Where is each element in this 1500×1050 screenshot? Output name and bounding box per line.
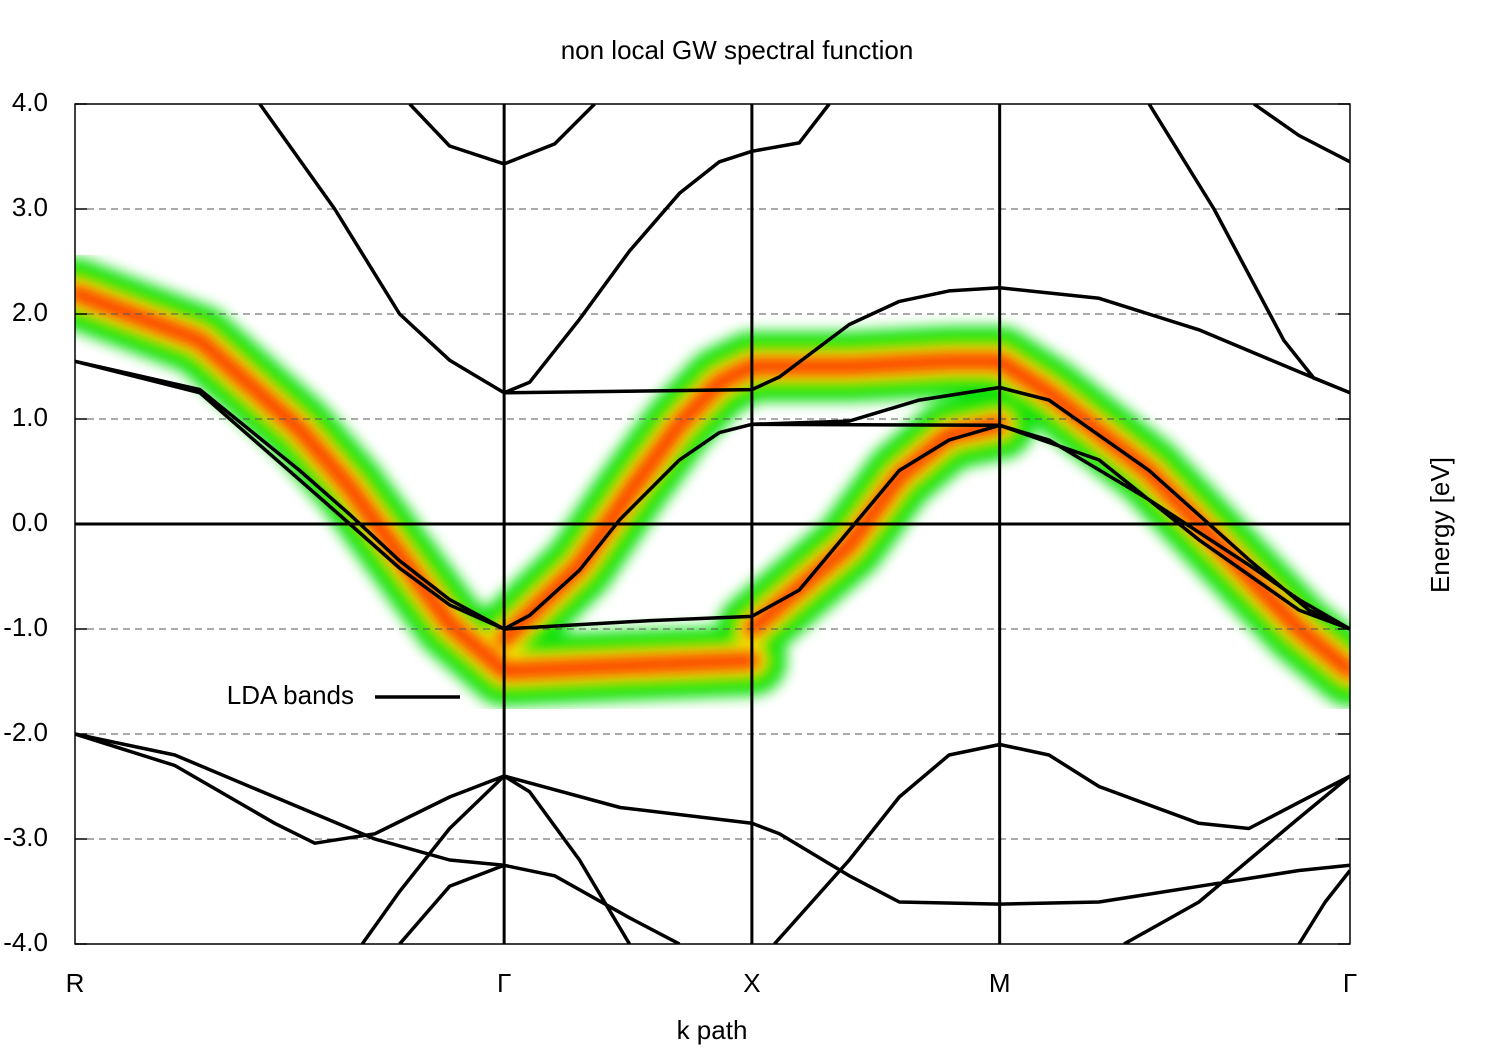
y-tick-label: 3.0 (12, 192, 48, 222)
spectral-band (75, 285, 1350, 679)
grid (75, 103, 1350, 945)
x-tick-label: M (989, 968, 1011, 998)
legend: LDA bands (227, 680, 460, 710)
chart-title: non local GW spectral function (561, 35, 914, 65)
spectral-layer (75, 258, 1350, 706)
y-tick-label: 4.0 (12, 87, 48, 117)
x-tick-label: Γ (497, 968, 511, 998)
y-tick-label: -3.0 (3, 822, 48, 852)
y-tick-label: 0.0 (12, 507, 48, 537)
y-tick-label: 1.0 (12, 402, 48, 432)
band-line (75, 104, 1350, 944)
y-tick-label: -1.0 (3, 612, 48, 642)
x-axis-label: k path (677, 1015, 748, 1045)
x-tick-label: R (66, 968, 85, 998)
x-tick-label: Γ (1343, 968, 1357, 998)
plot-frame (74, 103, 1351, 945)
y-tick-label: 2.0 (12, 297, 48, 327)
bands-layer (75, 104, 1350, 944)
y-tick-label: -4.0 (3, 927, 48, 957)
legend-label: LDA bands (227, 680, 354, 710)
y-axis-label: Energy [eV] (1425, 457, 1455, 593)
y-tick-label: -2.0 (3, 717, 48, 747)
x-tick-label: X (743, 968, 760, 998)
